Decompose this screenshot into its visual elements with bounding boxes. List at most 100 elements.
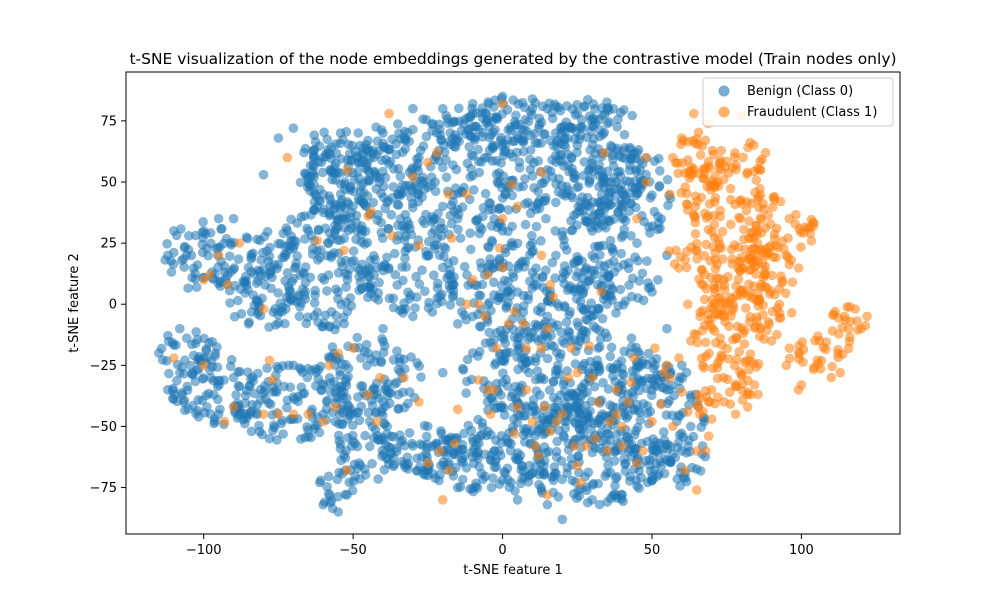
data-point-fraudulent [632,213,642,224]
data-point-benign [578,170,589,181]
data-point-fraudulent [677,158,688,168]
data-point-benign [393,403,404,414]
data-point-fraudulent [784,213,795,224]
y-tick-label: −50 [90,420,117,435]
data-point-fraudulent [736,252,746,263]
data-point-benign [273,133,284,143]
data-point-benign [591,323,601,334]
data-point-fraudulent [751,269,761,279]
data-point-benign [459,310,470,320]
data-point-benign [578,383,588,394]
data-point-benign [311,367,321,378]
data-point-benign [520,174,530,184]
data-point-benign [381,440,391,450]
legend-label-benign: Benign (Class 0) [747,84,853,99]
data-point-benign [309,161,319,172]
data-point-benign [631,190,641,201]
data-point-benign [356,353,366,364]
data-point-benign [400,462,410,473]
data-point-benign [363,165,373,176]
data-point-fraudulent [739,357,750,368]
data-point-benign [172,375,182,386]
data-point-fraudulent [682,199,692,209]
data-point-fraudulent [764,319,774,330]
data-point-benign [616,232,627,243]
data-point-fraudulent [806,236,817,246]
data-point-benign [423,182,434,192]
data-point-benign [547,257,558,268]
data-point-benign [552,436,562,447]
data-point-benign [368,145,378,156]
data-point-benign [486,482,497,493]
data-point-benign [288,243,299,254]
data-point-benign [498,368,508,379]
data-point-fraudulent [485,409,496,420]
data-point-fraudulent [497,99,508,109]
data-point-benign [347,140,358,151]
data-point-fraudulent [698,173,708,184]
data-point-benign [447,292,458,302]
data-point-benign [654,181,665,191]
data-point-benign [489,277,499,288]
data-point-fraudulent [766,336,777,346]
data-point-benign [378,323,388,334]
data-point-fraudulent [718,372,729,383]
data-point-fraudulent [686,336,696,346]
data-point-fraudulent [691,134,702,144]
data-point-benign [606,342,617,353]
data-point-benign [448,196,458,207]
data-point-benign [649,156,660,166]
data-point-benign [288,123,299,133]
data-point-benign [303,174,314,184]
data-point-benign [650,446,661,456]
data-point-benign [273,318,284,328]
data-point-benign [405,290,416,301]
data-point-benign [391,149,402,160]
data-point-benign [213,213,224,224]
data-point-benign [318,409,329,420]
data-point-fraudulent [198,360,209,371]
data-point-benign [512,409,523,420]
data-point-benign [592,355,603,366]
data-point-benign [572,100,582,110]
data-point-fraudulent [575,477,585,488]
data-point-benign [346,219,357,229]
data-point-benign [476,430,487,441]
data-point-benign [491,169,502,180]
data-point-benign [229,263,240,273]
data-point-benign [467,433,478,444]
data-point-benign [617,152,627,163]
data-point-fraudulent [234,238,245,248]
data-point-benign [258,247,268,258]
data-point-benign [511,110,521,121]
data-point-fraudulent [730,409,741,420]
data-point-benign [371,407,382,417]
data-point-fraudulent [348,343,358,354]
data-point-benign [482,262,493,273]
data-point-benign [499,334,509,344]
data-point-benign [619,129,630,140]
data-point-fraudulent [536,167,547,177]
data-point-benign [542,353,553,364]
data-point-benign [294,311,305,322]
data-point-benign [395,430,405,441]
data-point-benign [296,364,306,375]
data-point-benign [199,333,209,344]
data-point-benign [487,141,498,151]
data-point-fraudulent [545,279,556,290]
data-point-benign [380,203,391,214]
data-point-benign [587,311,597,322]
data-point-benign [579,157,590,167]
data-point-benign [503,298,513,308]
data-point-benign [154,348,164,358]
data-point-benign [567,475,578,486]
data-point-fraudulent [821,337,832,347]
data-point-benign [475,258,486,268]
data-point-benign [340,177,350,187]
data-point-fraudulent [461,189,472,199]
data-point-benign [457,474,468,485]
data-point-benign [593,478,604,489]
data-point-benign [587,250,597,261]
data-point-benign [686,421,696,432]
data-point-benign [342,490,352,500]
